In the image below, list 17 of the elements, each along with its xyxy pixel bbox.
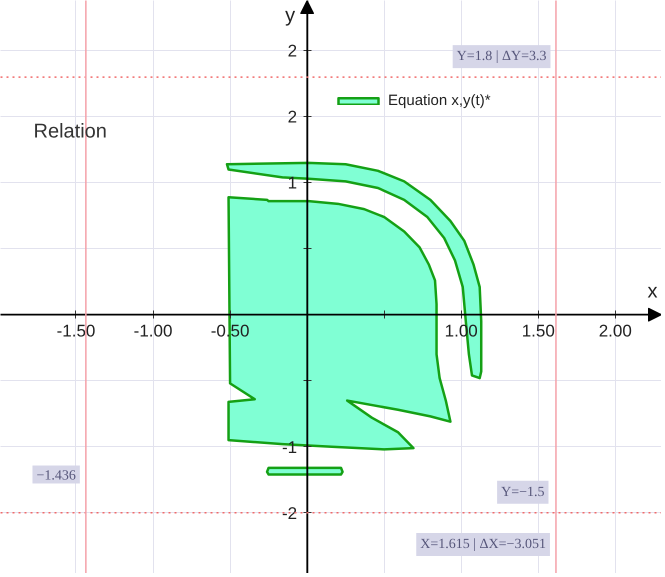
x-tick-label: -0.50 [210,322,250,341]
x-tick-label: 1.50 [522,322,555,341]
ref-line-label: −1.436 [36,468,76,484]
ref-line-label: X=1.615 | ΔX=−3.051 [420,537,546,552]
y-tick-label: 1 [288,174,298,193]
legend-label: Equation x,y(t)* [388,92,491,109]
y-tick-label: 2 [288,42,298,61]
y-axis-title: y [285,4,296,26]
x-tick-label: -1.50 [56,322,96,341]
y-tick-label: -2 [282,504,298,523]
ref-line-label: Y=−1.5 [501,484,545,500]
x-tick-label: -1.00 [134,322,172,341]
x-axis-title: x [648,280,658,303]
x-tick-label: 2.00 [598,322,632,341]
y-tick-label: 2 [288,108,298,127]
text: Relation [34,120,107,142]
ref-line-label: Y=1.8 | ΔY=3.3 [456,49,547,64]
